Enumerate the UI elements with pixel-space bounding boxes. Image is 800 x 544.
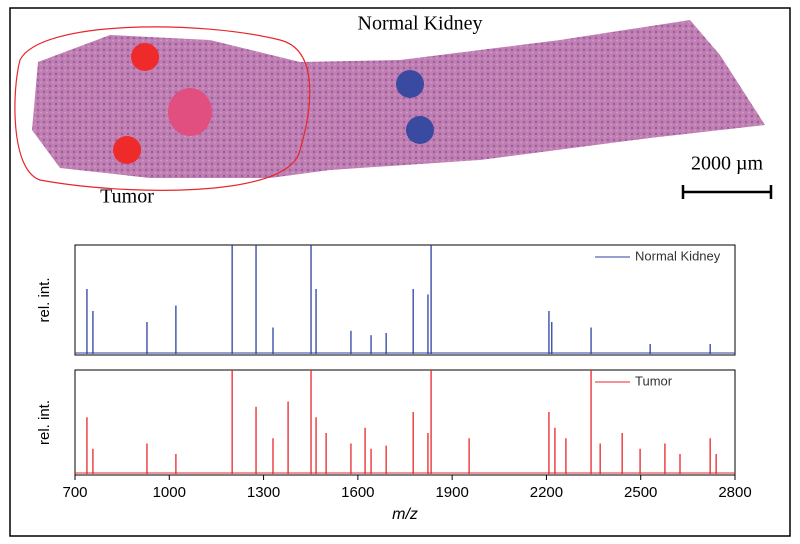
normal-spot bbox=[406, 116, 434, 144]
y-axis-label: rel. int. bbox=[36, 277, 53, 322]
tissue-lesion bbox=[168, 88, 212, 136]
scale-bar bbox=[681, 185, 773, 199]
scale-label: 2000 µm bbox=[691, 153, 764, 175]
x-tick-label: 1000 bbox=[153, 484, 186, 501]
tumor-outline bbox=[14, 26, 311, 191]
tumor-spot bbox=[113, 136, 141, 164]
x-tick-label: 700 bbox=[62, 484, 87, 501]
x-tick-label: 1900 bbox=[435, 484, 468, 501]
x-tick-label: 2500 bbox=[624, 484, 657, 501]
x-axis-label: m/z bbox=[392, 506, 418, 523]
y-axis-label: rel. int. bbox=[36, 400, 53, 445]
normal-spot bbox=[396, 70, 424, 98]
normal-label: Normal Kidney bbox=[358, 13, 483, 35]
x-tick-label: 1300 bbox=[247, 484, 280, 501]
plot-frame bbox=[74, 369, 736, 476]
tumor-label: Tumor bbox=[100, 186, 154, 208]
legend-label: Normal Kidney bbox=[635, 248, 721, 263]
x-tick-label: 2800 bbox=[718, 484, 751, 501]
plot-frame bbox=[74, 244, 736, 356]
tissue bbox=[32, 20, 765, 178]
legend-label: Tumor bbox=[635, 373, 673, 388]
x-tick-label: 2200 bbox=[530, 484, 563, 501]
x-tick-label: 1600 bbox=[341, 484, 374, 501]
tumor-spot bbox=[131, 43, 159, 71]
frame bbox=[9, 7, 791, 537]
